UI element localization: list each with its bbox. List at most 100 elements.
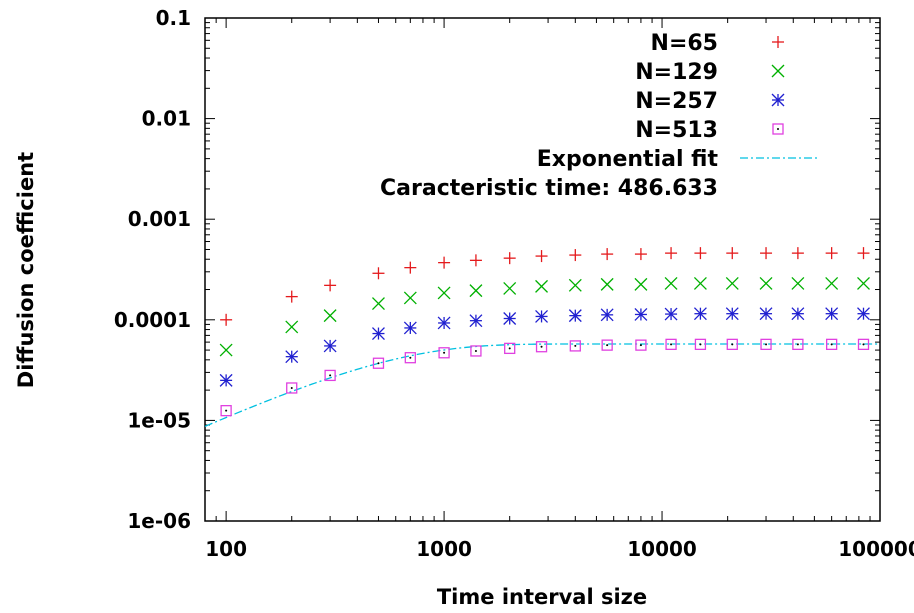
marker-box — [372, 357, 385, 369]
data-point — [664, 307, 678, 321]
data-point — [219, 373, 233, 387]
y-tick-label: 0.1 — [156, 6, 191, 30]
y-tick-label: 1e-06 — [127, 509, 191, 533]
marker-stroke — [285, 350, 299, 364]
y-tick-label: 0.0001 — [114, 308, 191, 332]
data-point — [857, 338, 870, 351]
data-point — [437, 316, 451, 330]
data-point — [504, 342, 516, 355]
data-point — [285, 350, 299, 364]
data-point — [438, 256, 451, 269]
data-point — [600, 277, 614, 291]
data-point — [503, 281, 517, 295]
fit-layer — [204, 343, 880, 427]
marker-stroke — [469, 314, 483, 328]
data-point — [324, 369, 336, 382]
ticks-layer: 100 1000 10000 100000 0.1 0.01 0.001 0.0001 1e-0… — [114, 6, 914, 561]
marker-stroke — [791, 276, 805, 290]
marker-stroke — [857, 307, 870, 321]
marker-box — [635, 339, 647, 351]
marker-stroke — [403, 291, 417, 305]
points-layer — [219, 247, 870, 417]
data-point — [635, 339, 647, 351]
marker-stroke — [372, 297, 385, 311]
legend-label: Exponential fit — [537, 147, 719, 172]
marker-stroke — [600, 308, 614, 322]
marker-stroke — [693, 307, 707, 321]
data-point — [634, 248, 647, 261]
marker-box — [665, 338, 677, 351]
fit-curve — [204, 343, 880, 427]
marker-dot — [670, 343, 673, 346]
data-point — [634, 308, 648, 321]
marker-box — [504, 342, 516, 355]
plot-frame — [204, 17, 881, 522]
data-point — [825, 276, 839, 290]
data-point — [220, 313, 233, 326]
marker-box — [601, 339, 613, 351]
x-tick-label: 10000 — [627, 537, 697, 561]
data-point — [535, 309, 549, 323]
series-n-513 — [220, 338, 870, 417]
data-point — [857, 307, 870, 321]
marker-dot — [443, 351, 446, 354]
data-point — [601, 248, 614, 261]
data-point — [791, 276, 805, 290]
data-point — [664, 276, 678, 290]
x-tick-label: 1000 — [416, 537, 472, 561]
marker-stroke — [437, 316, 451, 330]
marker-dot — [474, 349, 477, 352]
marker-stroke — [634, 277, 648, 291]
marker-stroke — [535, 309, 549, 323]
legend-marker — [771, 64, 785, 78]
data-point — [694, 247, 707, 260]
marker-stroke — [664, 276, 678, 290]
data-point — [725, 307, 739, 321]
data-point — [759, 276, 773, 290]
data-point — [569, 340, 581, 352]
marker-stroke — [219, 373, 233, 387]
data-point — [372, 267, 385, 280]
marker-dot — [639, 344, 642, 347]
y-tick-label: 0.01 — [142, 107, 191, 131]
data-point — [403, 291, 417, 305]
data-point — [825, 307, 839, 321]
y-axis-label: Diffusion coefficient — [14, 152, 38, 388]
data-point — [220, 405, 232, 417]
marker-stroke — [825, 307, 839, 321]
data-point — [857, 276, 870, 290]
marker-stroke — [759, 276, 773, 290]
data-point — [568, 278, 582, 292]
data-point — [535, 341, 548, 353]
data-point — [437, 286, 451, 300]
data-point — [726, 247, 739, 260]
marker-box — [760, 338, 772, 351]
marker-box — [286, 382, 298, 394]
marker-stroke — [437, 286, 451, 300]
data-point — [694, 338, 707, 351]
marker-stroke — [568, 309, 582, 323]
legend-label: N=257 — [635, 89, 718, 114]
marker-stroke — [634, 308, 648, 321]
legend-label: N=129 — [635, 60, 718, 85]
marker-dot — [862, 343, 865, 346]
y-tick-label: 1e-05 — [127, 408, 191, 432]
marker-stroke — [771, 93, 785, 107]
data-point — [568, 309, 582, 323]
data-point — [372, 297, 385, 311]
data-point — [825, 338, 838, 351]
data-point — [219, 343, 233, 357]
marker-box — [470, 345, 482, 357]
data-point — [323, 309, 337, 323]
data-point — [535, 250, 548, 263]
series-n-257 — [219, 307, 870, 387]
marker-box — [324, 369, 336, 382]
data-point — [535, 279, 549, 293]
legend-marker — [771, 93, 785, 107]
data-point — [792, 338, 804, 351]
marker-box — [694, 338, 707, 351]
data-point — [693, 276, 707, 290]
marker-dot — [606, 344, 609, 347]
marker-dot — [409, 356, 412, 359]
